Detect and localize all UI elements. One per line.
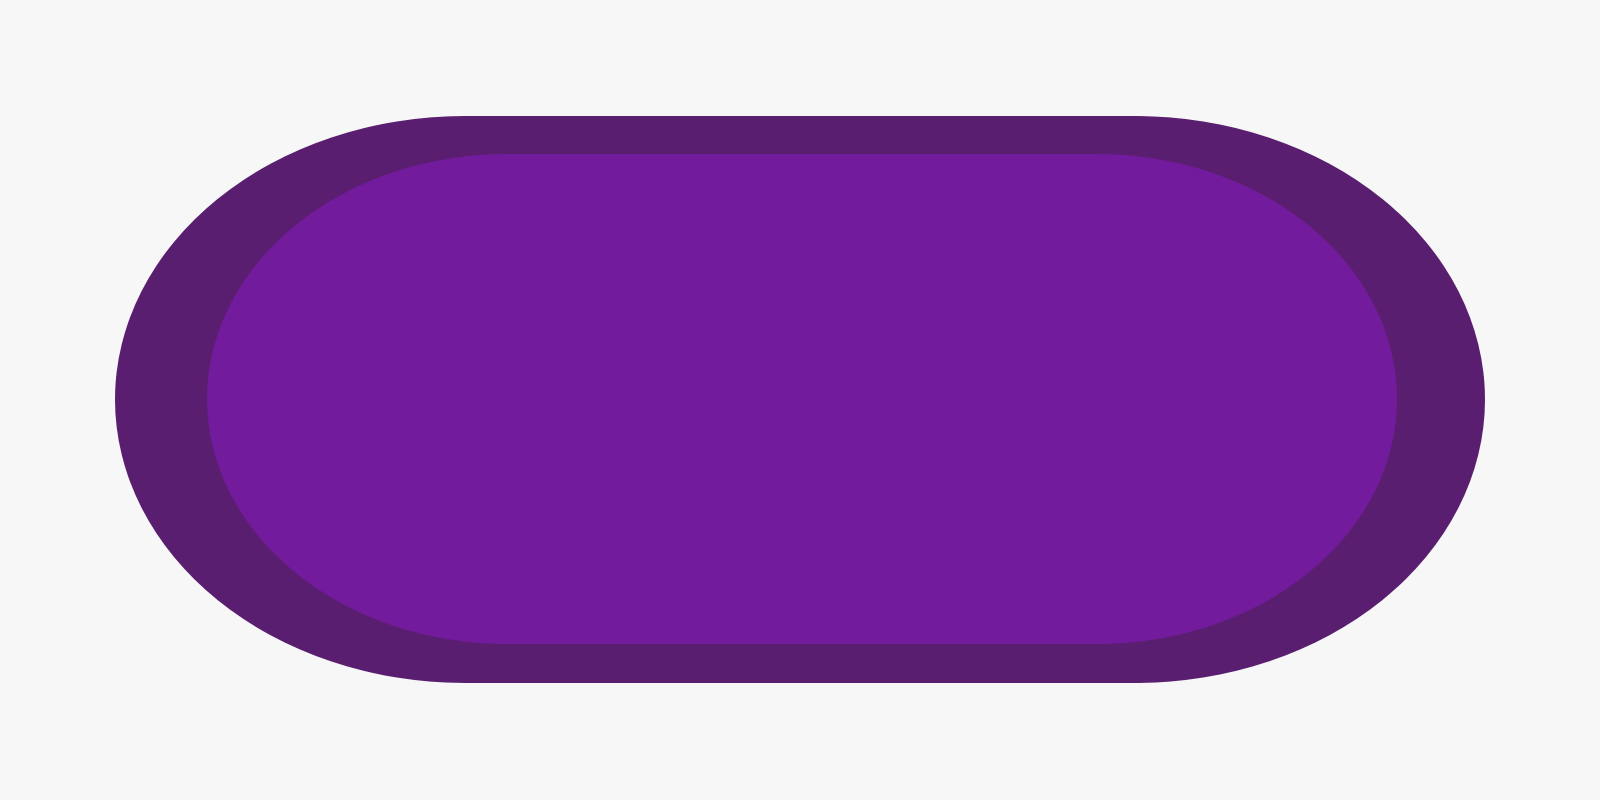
pill-button[interactable] (207, 154, 1397, 644)
